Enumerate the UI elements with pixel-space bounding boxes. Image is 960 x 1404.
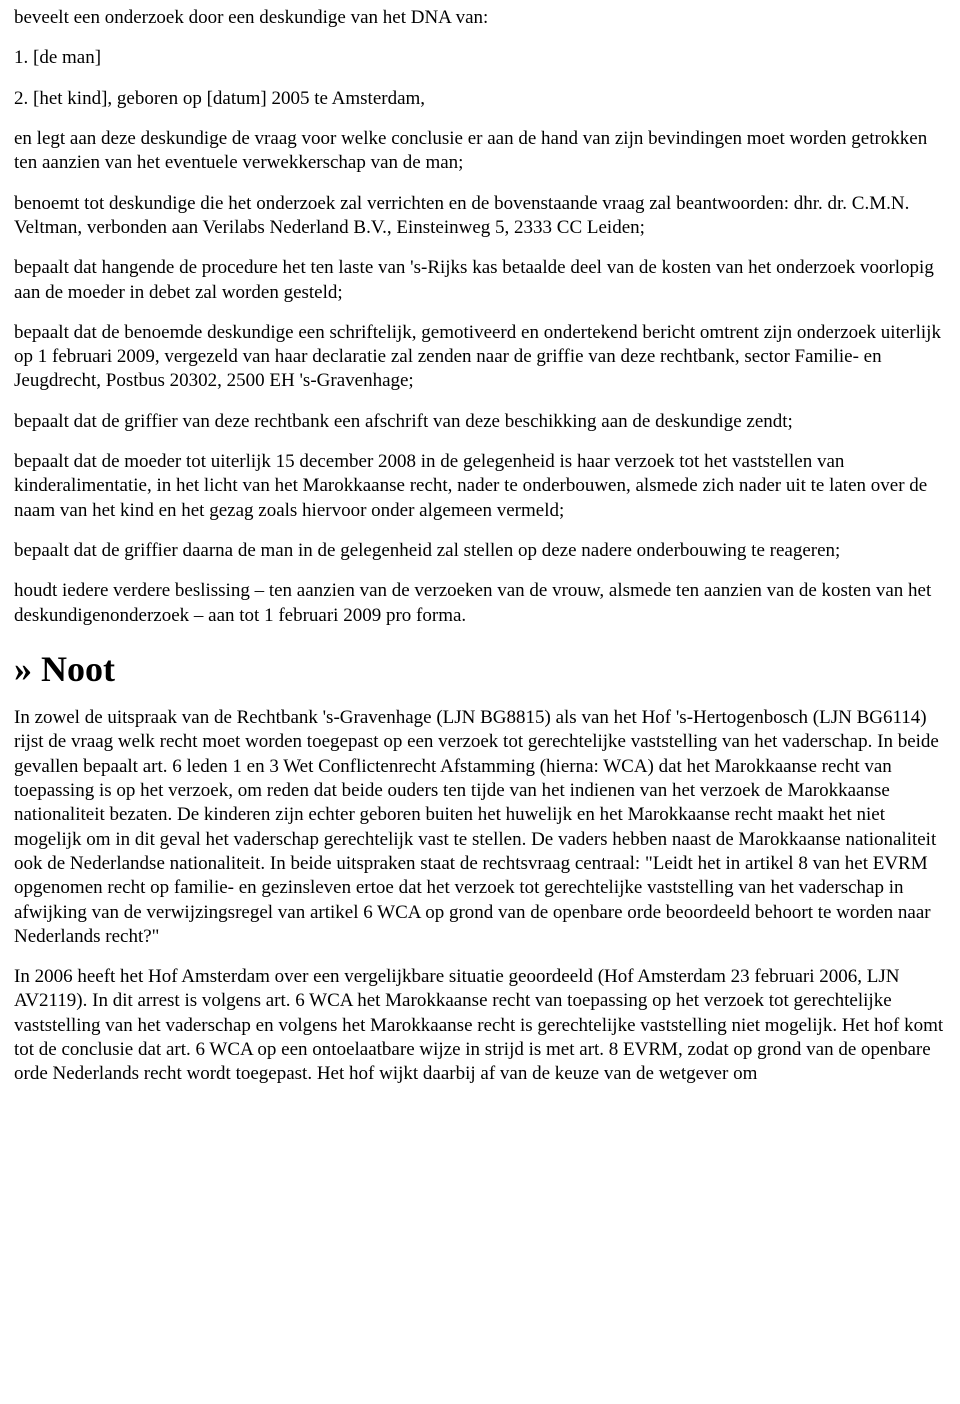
paragraph: houdt iedere verdere beslissing – ten aa… bbox=[14, 579, 946, 628]
ordered-item-1: 1. [de man] bbox=[14, 46, 946, 70]
paragraph: bepaalt dat de benoemde deskundige een s… bbox=[14, 321, 946, 394]
noot-paragraph: In 2006 heeft het Hof Amsterdam over een… bbox=[14, 965, 946, 1087]
paragraph: bepaalt dat de griffier daarna de man in… bbox=[14, 539, 946, 563]
paragraph: bepaalt dat de griffier van deze rechtba… bbox=[14, 410, 946, 434]
ordered-item-2: 2. [het kind], geboren op [datum] 2005 t… bbox=[14, 87, 946, 111]
noot-paragraph: In zowel de uitspraak van de Rechtbank '… bbox=[14, 706, 946, 949]
document-page: beveelt een onderzoek door een deskundig… bbox=[0, 0, 960, 1123]
intro-line: beveelt een onderzoek door een deskundig… bbox=[14, 6, 946, 30]
noot-heading: » Noot bbox=[14, 646, 946, 692]
paragraph: benoemt tot deskundige die het onderzoek… bbox=[14, 192, 946, 241]
paragraph: bepaalt dat de moeder tot uiterlijk 15 d… bbox=[14, 450, 946, 523]
paragraph: bepaalt dat hangende de procedure het te… bbox=[14, 256, 946, 305]
paragraph: en legt aan deze deskundige de vraag voo… bbox=[14, 127, 946, 176]
